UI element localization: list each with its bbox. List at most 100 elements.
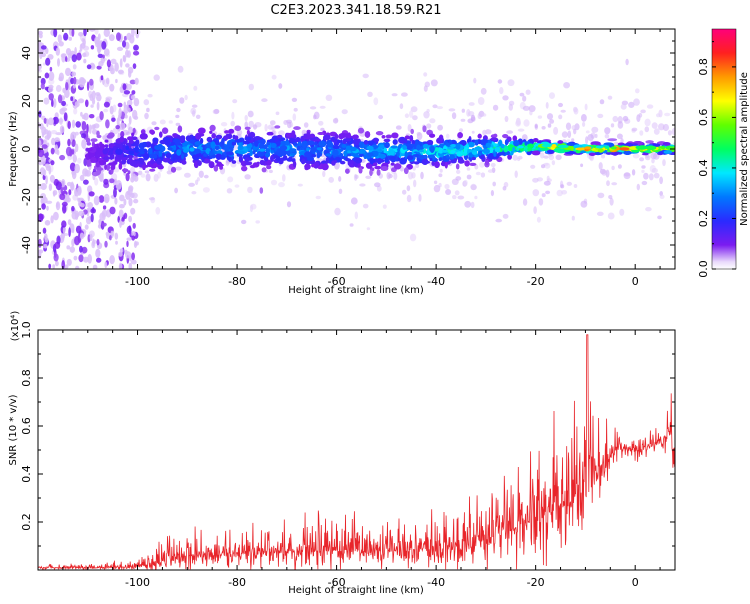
- heatmap-band-blob: [108, 151, 111, 156]
- heatmap-noise-blob: [231, 111, 235, 120]
- heatmap-noise-blob: [596, 211, 604, 216]
- heatmap-broadband-blob: [126, 240, 129, 247]
- heatmap-band-blob: [333, 142, 339, 146]
- heatmap-broadband-blob: [87, 185, 93, 193]
- heatmap-noise-blob: [490, 190, 494, 197]
- heatmap-noise-blob: [445, 133, 450, 139]
- heatmap-noise-blob: [591, 126, 599, 133]
- heatmap-band-blob: [244, 126, 251, 130]
- heatmap-broadband-blob: [105, 77, 110, 85]
- heatmap-broadband-blob: [63, 112, 68, 122]
- heatmap-noise-blob: [470, 201, 475, 209]
- heatmap-band-blob: [392, 139, 398, 145]
- heatmap-noise-blob: [143, 99, 150, 106]
- heatmap-band-blob: [399, 157, 407, 165]
- heatmap-broadband-blob: [65, 67, 71, 77]
- heatmap-band-blob: [285, 140, 290, 146]
- heatmap-broadband-blob: [80, 111, 83, 117]
- heatmap-noise-blob: [241, 219, 247, 225]
- heatmap-noise-blob: [620, 103, 627, 110]
- heatmap-band-blob: [662, 142, 671, 146]
- heatmap-noise-blob: [423, 111, 430, 119]
- heatmap-broadband-blob: [103, 29, 110, 37]
- heatmap-noise-blob: [247, 186, 253, 194]
- heatmap-noise-blob: [41, 279, 48, 286]
- heatmap-broadband-blob: [49, 66, 53, 72]
- heatmap-broadband-blob: [73, 84, 76, 89]
- heatmap-band-blob: [259, 187, 264, 194]
- heatmap-broadband-blob: [98, 219, 102, 224]
- heatmap-broadband-blob: [62, 227, 66, 234]
- heatmap-broadband-blob: [108, 34, 115, 42]
- heatmap-broadband-blob: [92, 264, 98, 269]
- heatmap-band-blob: [258, 148, 266, 152]
- heatmap-broadband-blob: [73, 76, 77, 85]
- heatmap-broadband-blob: [80, 203, 85, 208]
- heatmap-broadband-blob: [133, 97, 140, 107]
- heatmap-band-blob: [316, 147, 322, 151]
- heatmap-noise-blob: [507, 79, 515, 87]
- heatmap-band-blob: [266, 141, 271, 146]
- heatmap-noise-blob: [645, 207, 652, 212]
- heatmap-band-blob: [311, 148, 316, 154]
- heatmap-broadband-blob: [38, 249, 42, 259]
- heatmap-band-blob: [438, 147, 444, 154]
- heatmap-band-blob: [279, 149, 288, 156]
- heatmap-noise-blob: [623, 172, 631, 177]
- heatmap-band-blob: [597, 148, 604, 153]
- heatmap-band-blob: [323, 134, 331, 141]
- heatmap-noise-blob: [601, 154, 605, 159]
- heatmap-broadband-blob: [113, 187, 117, 198]
- snr-y-tick-label: 1.0: [20, 321, 33, 339]
- heatmap-noise-blob: [73, 108, 78, 115]
- heatmap-broadband-blob: [116, 32, 121, 41]
- heatmap-band-blob: [208, 161, 215, 169]
- heatmap-noise-blob: [599, 99, 605, 105]
- heatmap-band-blob: [246, 143, 253, 149]
- heatmap-broadband-blob: [123, 35, 127, 41]
- heatmap-band-blob: [106, 163, 111, 171]
- heatmap-band-blob: [644, 150, 652, 153]
- heatmap-noise-blob: [393, 172, 398, 181]
- heatmap-band-blob: [159, 131, 163, 138]
- heatmap-noise-blob: [653, 128, 660, 135]
- heatmap-noise-blob: [651, 168, 658, 173]
- heatmap-broadband-blob: [75, 265, 80, 269]
- heatmap-noise-blob: [546, 113, 554, 120]
- heatmap-noise-blob: [55, 132, 62, 136]
- heatmap-broadband-blob: [105, 119, 110, 129]
- heatmap-noise-blob: [522, 105, 530, 111]
- heatmap-broadband-blob: [89, 233, 93, 242]
- colorbar-tick-label: 0.4: [697, 159, 710, 177]
- heatmap-band-blob: [125, 145, 129, 151]
- heatmap-band-blob: [527, 143, 534, 149]
- heatmap-band-blob: [426, 139, 434, 145]
- heatmap-band-blob: [182, 143, 186, 147]
- heatmap-noise-blob: [85, 5, 91, 9]
- snr-y-tick-label: 0.8: [20, 369, 33, 387]
- heatmap-band-blob: [498, 151, 506, 156]
- heatmap-noise-blob: [120, 318, 127, 323]
- heatmap-noise-blob: [320, 127, 325, 132]
- heatmap-broadband-blob: [118, 107, 122, 118]
- heatmap-broadband-blob: [83, 112, 89, 121]
- heatmap-noise-blob: [255, 220, 260, 224]
- heatmap-noise-blob: [159, 119, 166, 125]
- heatmap-broadband-blob: [65, 48, 72, 56]
- heatmap-broadband-blob: [41, 126, 47, 136]
- heatmap-band-blob: [211, 133, 216, 139]
- heatmap-noise-blob: [439, 168, 443, 173]
- heatmap-broadband-blob: [131, 90, 136, 95]
- heatmap-noise-blob: [639, 130, 644, 136]
- snr-x-tick-label: -80: [228, 576, 246, 589]
- heatmap-noise-blob: [541, 193, 546, 198]
- heatmap-broadband-blob: [75, 121, 81, 128]
- heatmap-noise-blob: [611, 165, 615, 171]
- heatmap-broadband-blob: [52, 116, 59, 125]
- heatmap-noise-blob: [573, 184, 578, 188]
- heatmap-broadband-blob: [75, 225, 82, 234]
- heatmap-band-blob: [206, 136, 213, 143]
- heatmap-band-blob: [94, 153, 102, 158]
- heatmap-noise-blob: [587, 134, 594, 141]
- heatmap-broadband-blob: [96, 93, 102, 102]
